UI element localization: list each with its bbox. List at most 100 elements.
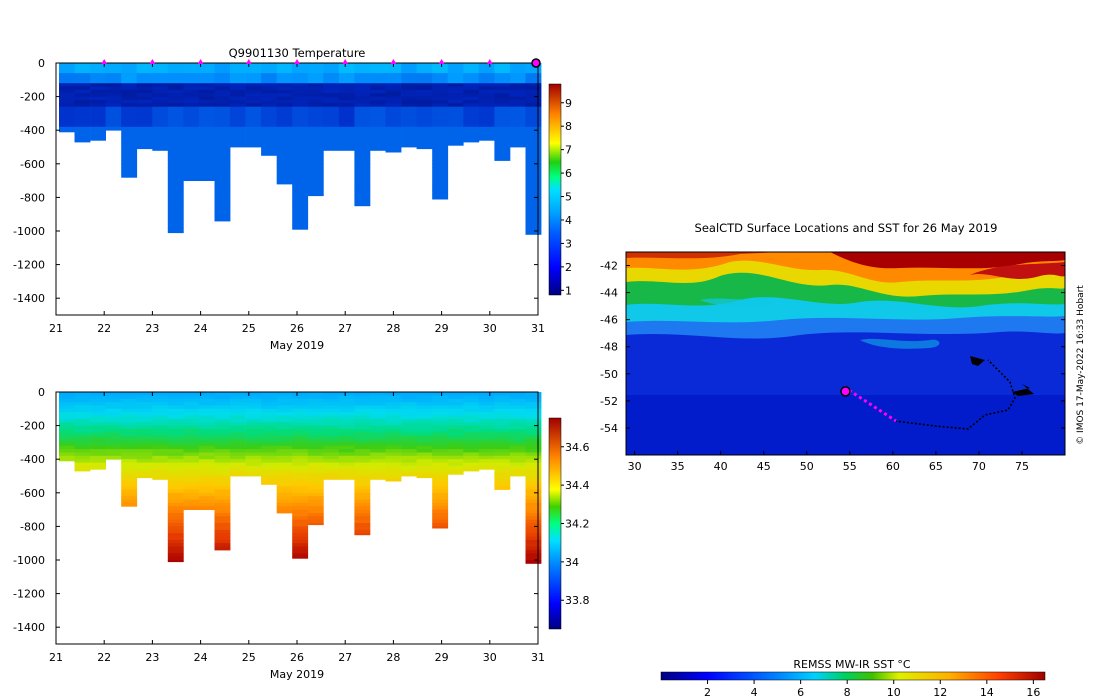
profile-cell <box>494 425 511 430</box>
profile-cell <box>494 465 511 470</box>
profile-cell <box>198 455 215 460</box>
profile-cell <box>338 86 355 91</box>
profile-cell <box>261 398 277 403</box>
profile-cell <box>447 415 464 420</box>
profile-cell <box>167 220 184 225</box>
profile-cell <box>494 429 511 433</box>
profile-cell <box>494 452 511 457</box>
profile-cell <box>525 415 542 420</box>
profile-cell <box>354 190 371 195</box>
profile-cell <box>323 469 340 474</box>
profile-cell <box>494 120 511 124</box>
sst-colorbar-tick-label: 6 <box>797 686 804 699</box>
profile-cell <box>214 190 231 195</box>
profile-cell <box>463 445 480 450</box>
profile-cell <box>183 459 200 463</box>
profile-cell <box>292 116 309 121</box>
profile-cell <box>416 469 433 474</box>
profile-cell <box>494 392 511 396</box>
profile-cell <box>463 89 480 94</box>
profile-cell <box>478 123 495 128</box>
profile-cell <box>183 415 200 420</box>
profile-cell <box>307 113 324 118</box>
profile-cell <box>385 140 402 145</box>
profile-cell <box>136 106 153 111</box>
profile-cell <box>370 116 386 121</box>
profile-cell <box>478 93 495 97</box>
profile-cell <box>59 116 75 121</box>
profile-cell <box>323 86 340 91</box>
profile-cell <box>183 110 200 114</box>
profile-cell <box>354 472 371 477</box>
profile-cell <box>323 445 340 450</box>
profile-cell <box>401 133 417 138</box>
profile-cell <box>525 482 542 487</box>
profile-cell <box>276 163 293 168</box>
profile-cell <box>338 120 355 124</box>
profile-cell <box>90 465 106 470</box>
profile-cell <box>292 66 309 71</box>
profile-cell <box>525 536 542 541</box>
profile-cell <box>385 130 402 134</box>
profile-cell <box>198 116 215 121</box>
profile-cell <box>478 429 495 433</box>
profile-cell <box>59 418 75 423</box>
profile-cell <box>385 69 402 74</box>
profile-cell <box>183 167 200 171</box>
profile-cell <box>370 79 386 84</box>
profile-cell <box>261 133 277 138</box>
profile-cell <box>370 392 386 396</box>
profile-cell <box>136 63 153 67</box>
x-tick-label: 26 <box>290 651 304 664</box>
profile-cell <box>323 120 340 124</box>
profile-cell <box>167 177 184 181</box>
profile-cell <box>245 63 262 67</box>
profile-cell <box>261 143 277 148</box>
profile-cell <box>525 136 542 141</box>
profile-cell <box>121 502 138 507</box>
profile-cell <box>307 492 324 497</box>
profile-cell <box>323 422 340 426</box>
profile-cell <box>416 392 433 396</box>
profile-cell <box>509 79 526 84</box>
colorbar-tick-label: 34.4 <box>565 479 590 492</box>
profile-cell <box>432 130 449 134</box>
profile-cell <box>525 116 542 121</box>
profile-cell <box>370 147 386 151</box>
profile-cell <box>167 472 184 477</box>
profile-cell <box>525 69 542 74</box>
profile-cell <box>447 123 464 128</box>
profile-cell <box>385 106 402 111</box>
profile-cell <box>167 439 184 443</box>
profile-cell <box>292 170 309 175</box>
profile-cell <box>323 405 340 410</box>
profile-cell <box>370 405 386 410</box>
profile-cell <box>276 455 293 460</box>
profile-cell <box>121 442 138 447</box>
profile-cell <box>167 489 184 494</box>
profile-cell <box>136 412 153 416</box>
profile-cell <box>292 526 309 531</box>
profile-cell <box>307 130 324 134</box>
profile-cell <box>292 492 309 497</box>
profile-cell <box>292 412 309 416</box>
profile-cell <box>214 153 231 158</box>
profile-cell <box>307 163 324 168</box>
profile-cell <box>292 392 309 396</box>
profile-cell <box>167 231 184 234</box>
profile-cell <box>416 449 433 453</box>
profile-cell <box>354 76 371 81</box>
profile-cell <box>167 459 184 463</box>
profile-cell <box>90 408 106 413</box>
profile-cell <box>494 482 511 487</box>
profile-cell <box>447 110 464 114</box>
profile-cell <box>90 116 106 121</box>
profile-cell <box>432 86 449 91</box>
profile-cell <box>152 429 169 433</box>
profile-cell <box>230 398 246 403</box>
profile-cell <box>121 486 138 490</box>
profile-cell <box>105 415 122 420</box>
profile-cell <box>432 398 449 403</box>
profile-cell <box>167 106 184 111</box>
profile-cell <box>183 492 200 497</box>
